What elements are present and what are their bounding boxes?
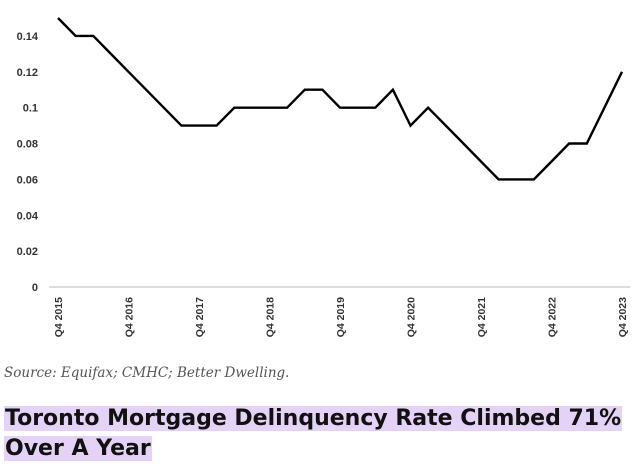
y-tick-label: 0.1 (23, 103, 38, 115)
y-tick-label: 0.02 (17, 246, 38, 258)
x-tick-label: Q4 2015 (53, 297, 65, 337)
y-tick-label: 0.12 (17, 67, 38, 79)
x-tick-label: Q4 2022 (547, 297, 559, 337)
x-tick-label: Q4 2016 (124, 297, 136, 337)
x-tick-label: Q4 2020 (406, 297, 418, 337)
x-tick-label: Q4 2023 (617, 297, 629, 337)
y-tick-label: 0.14 (17, 31, 39, 43)
x-axis-ticks: Q4 2015 Q4 2016 Q4 2017 Q4 2018 Q4 2019 Q4 20… (53, 297, 629, 337)
y-tick-label: 0 (32, 282, 38, 294)
headline-text: Toronto Mortgage Delinquency Rate Climbe… (4, 406, 623, 461)
x-tick-label: Q4 2021 (476, 297, 488, 337)
y-axis-ticks: 0 0.02 0.04 0.06 0.08 0.1 0.12 0.14 (17, 31, 39, 294)
y-tick-label: 0.06 (17, 174, 38, 186)
chart-headline: Toronto Mortgage Delinquency Rate Climbe… (4, 404, 634, 464)
x-tick-label: Q4 2017 (194, 297, 206, 337)
x-tick-label: Q4 2019 (335, 297, 347, 337)
y-tick-label: 0.04 (17, 210, 39, 222)
x-tick-label: Q4 2018 (265, 297, 277, 337)
source-note: Source: Equifax; CMHC; Better Dwelling. (4, 365, 290, 381)
line-chart: 00.020.040.060.080.10.120.14 Q4 2015 Q4 2… (17, 17, 630, 337)
y-tick-label: 0.08 (17, 139, 38, 151)
series-line (57, 17, 624, 181)
